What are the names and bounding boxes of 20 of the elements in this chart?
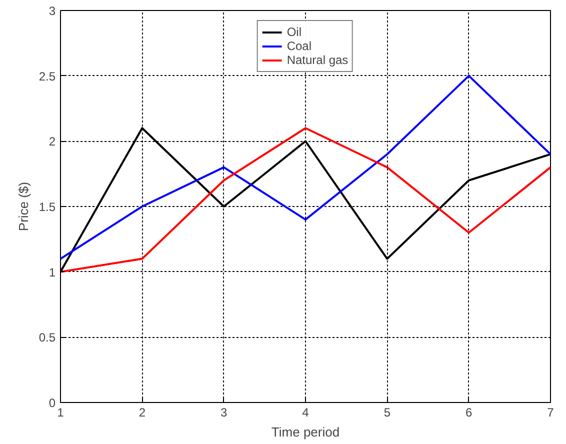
x-tick-label: 7 (547, 406, 554, 420)
x-axis-title: Time period (271, 424, 340, 440)
y-tick-label: 1.5 (38, 200, 56, 214)
y-tick-label: 3 (48, 4, 56, 18)
y-tick-label: 2 (48, 134, 56, 149)
y-axis-title: Price ($) (16, 182, 31, 232)
x-tick-label: 1 (57, 406, 64, 420)
x-tick-label: 4 (302, 406, 310, 420)
x-tick-label: 5 (384, 406, 391, 420)
y-tick-label: 0 (48, 396, 56, 410)
y-tick-label: 0.5 (38, 330, 56, 345)
line-series (60, 74, 550, 260)
y-tick-label: 1 (48, 265, 56, 280)
y-tick-label: 2.5 (38, 69, 56, 84)
x-tick-label: 2 (138, 406, 146, 420)
x-tick-label: 3 (220, 406, 228, 420)
legend-label: Oil (286, 25, 302, 39)
legend-label: Coal (286, 39, 312, 53)
x-tick-label: 6 (465, 406, 472, 420)
legend-label: Natural gas (286, 53, 348, 67)
